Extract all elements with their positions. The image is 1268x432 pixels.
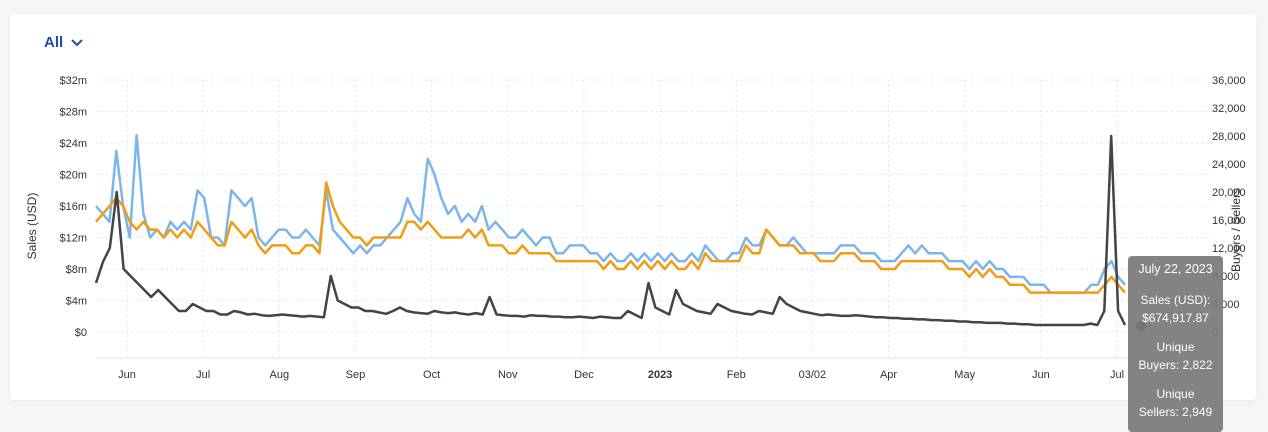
y-left-tick-label: $20m	[59, 170, 87, 182]
y-left-tick-label: $16m	[59, 201, 87, 213]
x-tick-label: May	[954, 369, 975, 381]
y-right-tick-label: 24,000	[1212, 159, 1246, 171]
y-left-axis-title: Sales (USD)	[25, 193, 39, 260]
x-tick-label: 2023	[648, 369, 672, 381]
chart-tooltip: July 22, 2023 Sales (USD): $674,917.87 Un…	[1128, 256, 1223, 432]
y-left-tick-label: $8m	[66, 264, 87, 276]
sales-line	[95, 133, 1126, 294]
y-right-tick-label: 20,000	[1212, 187, 1246, 199]
y-right-tick-label: 32,000	[1212, 103, 1246, 115]
tooltip-buyers-label: Unique	[1156, 340, 1195, 354]
chevron-down-icon	[71, 38, 83, 46]
x-tick-label: Feb	[727, 369, 746, 381]
buyers-line	[95, 181, 1126, 294]
tooltip-buyers: Unique Buyers: 2,822	[1128, 338, 1223, 374]
y-left-tick-label: $12m	[59, 233, 87, 245]
y-left-tick-label: $24m	[59, 138, 87, 150]
y-right-tick-label: 36,000	[1212, 75, 1246, 87]
x-tick-label: Jun	[1032, 369, 1050, 381]
tooltip-sellers-label: Unique	[1156, 387, 1195, 401]
y-left-tick-label: $0	[75, 327, 87, 339]
tooltip-buyers-value: Buyers: 2,822	[1138, 358, 1213, 372]
sales-buyers-chart: $0$4m$8m$12m$16m$20m$24m$28m$32m04,0008,…	[25, 75, 1246, 381]
tooltip-sales-value: $674,917.87	[1142, 311, 1209, 325]
x-tick-label: Aug	[270, 369, 290, 381]
range-filter-dropdown[interactable]: All	[44, 34, 83, 51]
tooltip-sellers: Unique Sellers: 2,949	[1128, 385, 1223, 421]
x-tick-label: Sep	[346, 369, 366, 381]
x-tick-label: Jul	[1110, 369, 1124, 381]
tooltip-sales: Sales (USD): $674,917.87	[1128, 291, 1223, 327]
x-tick-label: 03/02	[799, 369, 827, 381]
chart-card	[10, 14, 1256, 400]
range-filter-label: All	[44, 34, 64, 51]
y-right-tick-label: 28,000	[1212, 131, 1246, 143]
tooltip-sales-label: Sales (USD):	[1140, 293, 1211, 307]
x-tick-label: Jul	[196, 369, 210, 381]
x-tick-label: Jun	[118, 369, 136, 381]
y-left-tick-label: $32m	[59, 75, 87, 87]
y-left-tick-label: $28m	[59, 107, 87, 119]
x-tick-label: Dec	[574, 369, 594, 381]
sellers-line	[94, 134, 1127, 327]
tooltip-date: July 22, 2023	[1138, 262, 1213, 276]
x-tick-label: Oct	[423, 369, 440, 381]
y-right-axis-title: Buyers / Sellers	[1229, 188, 1243, 272]
y-right-tick-label: 12,000	[1212, 243, 1246, 255]
y-left-tick-label: $4m	[66, 296, 87, 308]
y-right-tick-label: 16,000	[1212, 215, 1246, 227]
tooltip-sellers-value: Sellers: 2,949	[1138, 405, 1213, 419]
x-tick-label: Nov	[498, 369, 518, 381]
x-tick-label: Apr	[880, 369, 897, 381]
